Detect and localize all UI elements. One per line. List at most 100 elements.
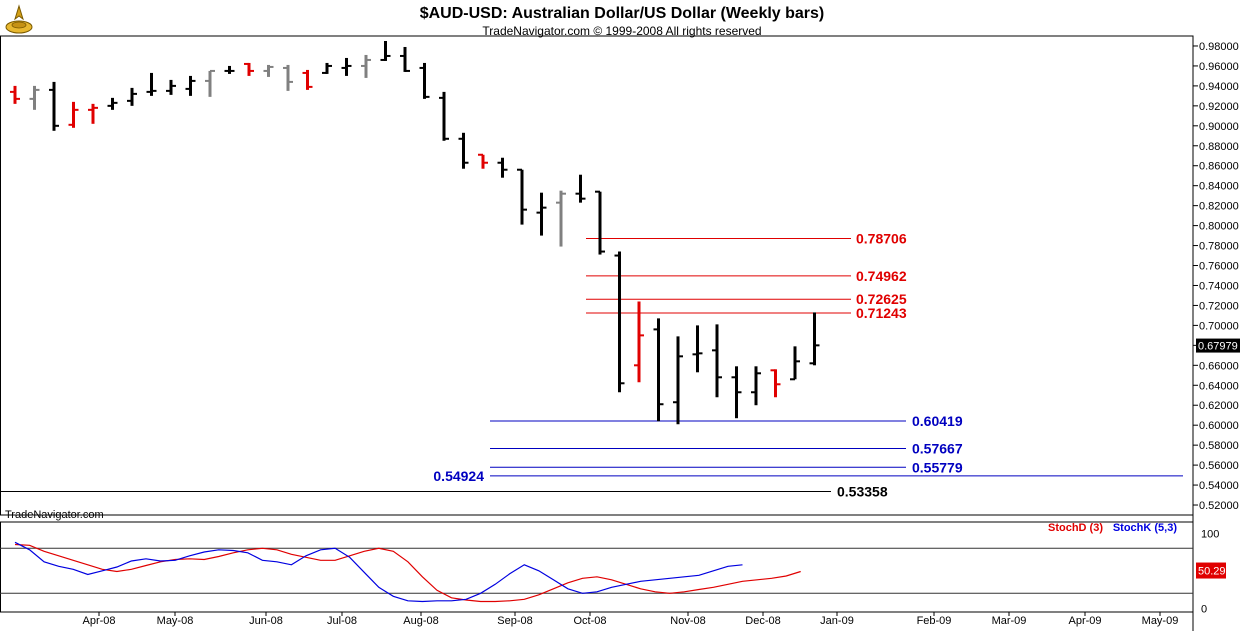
y-tick-label: 0.52000 — [1199, 500, 1239, 512]
ohlc-bar — [712, 324, 722, 398]
y-tick-label: 0.96000 — [1199, 61, 1239, 73]
ohlc-bar — [419, 62, 430, 99]
ohlc-bar — [185, 75, 196, 96]
retracement-label: 0.78706 — [856, 231, 907, 247]
ohlc-bar — [49, 81, 59, 131]
x-tick-label: Mar-09 — [992, 615, 1027, 627]
ohlc-bar — [692, 325, 703, 373]
ohlc-bar — [790, 346, 800, 381]
x-tick-label: Oct-08 — [573, 615, 606, 627]
x-tick-label: Jun-08 — [249, 615, 283, 627]
y-tick-label: 0.76000 — [1199, 261, 1239, 273]
ohlc-bar — [731, 366, 742, 419]
y-tick-label: 0.74000 — [1199, 280, 1239, 292]
ohlc-bar — [575, 174, 586, 203]
stoch-panel-frame — [0, 521, 1194, 613]
watermark-text: TradeNavigator.com — [5, 509, 104, 521]
ohlc-bar — [517, 168, 527, 225]
ohlc-bar — [283, 64, 293, 91]
ohlc-bar — [205, 69, 215, 97]
y-tick-label: 0.88000 — [1199, 141, 1239, 153]
x-tick-label: Nov-08 — [670, 615, 705, 627]
ohlc-bar — [302, 69, 313, 90]
trade-navigator-logo-icon[interactable] — [2, 2, 36, 36]
retracement-label: 0.54924 — [433, 468, 484, 484]
x-tick-label: Apr-09 — [1068, 615, 1101, 627]
stoch-y-tick-label: 100 — [1201, 528, 1219, 540]
y-tick-label: 0.92000 — [1199, 101, 1239, 113]
y-tick-label: 0.82000 — [1199, 201, 1239, 213]
y-tick-label: 0.78000 — [1199, 241, 1239, 253]
x-tick-label: Sep-08 — [497, 615, 532, 627]
x-tick-label: Aug-08 — [403, 615, 438, 627]
x-tick-label: Apr-08 — [82, 615, 115, 627]
retracement-label: 0.57667 — [912, 440, 963, 456]
chart-title: $AUD-USD: Australian Dollar/US Dollar (W… — [420, 5, 825, 22]
stoch-last-value-box — [1196, 562, 1226, 579]
y-tick-label: 0.54000 — [1199, 480, 1239, 492]
x-tick-label: Dec-08 — [745, 615, 780, 627]
stoch-y-tick-label: 0 — [1201, 603, 1207, 615]
y-tick-label: 0.84000 — [1199, 181, 1239, 193]
stoch-last-value-label: 50.29 — [1198, 566, 1226, 578]
ohlc-bar — [224, 65, 235, 74]
ohlc-bar — [595, 190, 605, 255]
y-tick-label: 0.98000 — [1199, 41, 1239, 53]
x-tick-label: May-08 — [157, 615, 194, 627]
ohlc-bar — [68, 101, 79, 128]
stoch-series-line — [14, 541, 743, 603]
x-tick-label: Feb-09 — [917, 615, 952, 627]
chart-subtitle: TradeNavigator.com © 1999-2008 All right… — [482, 24, 761, 38]
retracement-label: 0.74962 — [856, 268, 907, 284]
y-tick-label: 0.80000 — [1199, 221, 1239, 233]
y-tick-label: 0.62000 — [1199, 400, 1239, 412]
ohlc-bar — [809, 312, 820, 366]
x-tick-label: Jul-08 — [327, 615, 357, 627]
ohlc-bar — [341, 57, 352, 76]
ohlc-bar — [263, 64, 274, 77]
retracement-label: 0.60419 — [912, 413, 963, 429]
y-tick-label: 0.72000 — [1199, 300, 1239, 312]
ohlc-bar — [322, 62, 332, 74]
ohlc-bar — [107, 97, 118, 110]
ohlc-bar — [634, 301, 644, 383]
x-tick-label: Jan-09 — [820, 615, 854, 627]
ohlc-bar — [127, 87, 137, 106]
ohlc-bar — [673, 336, 683, 425]
stoch-series-line — [14, 543, 801, 603]
ohlc-bar — [751, 366, 761, 406]
ohlc-bar — [10, 85, 20, 104]
y-tick-label: 0.56000 — [1199, 460, 1239, 472]
y-tick-label: 0.66000 — [1199, 360, 1239, 372]
retracement-label: 0.71243 — [856, 305, 907, 321]
stoch-legend-label: StochK (5,3) — [1113, 522, 1178, 534]
ohlc-bar — [88, 103, 98, 124]
retracement-label: 0.72625 — [856, 291, 907, 307]
last-price-label: 0.67979 — [1198, 341, 1238, 353]
ohlc-bar — [536, 192, 547, 236]
retracement-label: 0.55779 — [912, 459, 963, 475]
retracement-label: 0.53358 — [837, 483, 888, 499]
ohlc-bar — [770, 369, 781, 398]
ohlc-bar — [146, 72, 157, 96]
x-tick-label: May-09 — [1142, 615, 1179, 627]
ohlc-bar — [497, 157, 508, 178]
ohlc-bar — [439, 91, 449, 141]
ohlc-bar — [556, 190, 566, 247]
stoch-legend-label: StochD (3) — [1048, 522, 1103, 534]
ohlc-bar — [29, 85, 40, 110]
ohlc-bar — [380, 40, 391, 61]
ohlc-bar — [653, 318, 664, 422]
ohlc-bar — [614, 251, 625, 393]
y-tick-label: 0.70000 — [1199, 320, 1239, 332]
y-tick-label: 0.94000 — [1199, 81, 1239, 93]
ohlc-bar — [400, 46, 410, 72]
ohlc-bar — [458, 132, 469, 169]
y-tick-label: 0.64000 — [1199, 380, 1239, 392]
ohlc-bar — [361, 54, 371, 78]
y-tick-label: 0.86000 — [1199, 161, 1239, 173]
ohlc-bar — [478, 153, 488, 169]
y-tick-label: 0.90000 — [1199, 121, 1239, 133]
ohlc-bar — [244, 62, 254, 76]
